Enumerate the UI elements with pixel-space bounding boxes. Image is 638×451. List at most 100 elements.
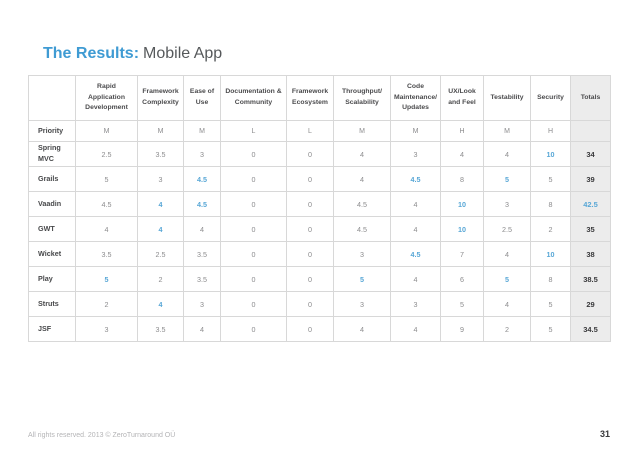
total-cell: 38	[570, 241, 611, 267]
score-cell: 0	[286, 266, 334, 292]
score-cell: 2	[530, 216, 571, 242]
score-cell: 0	[286, 191, 334, 217]
score-cell: 0	[220, 316, 287, 342]
column-header-ease-of-use: Ease of Use	[183, 75, 221, 121]
column-header-security: Security	[530, 75, 571, 121]
score-cell: 4.5	[183, 166, 221, 192]
column-header-documentation-community: Documentation & Community	[220, 75, 287, 121]
page-number: 31	[599, 429, 610, 439]
row-label-spring-mvc: Spring MVC	[28, 141, 76, 167]
row-label-vaadin: Vaadin	[28, 191, 76, 217]
score-cell: 0	[220, 166, 287, 192]
score-cell: 3	[183, 141, 221, 167]
total-cell: 42.5	[570, 191, 611, 217]
score-cell: 10	[530, 241, 571, 267]
score-cell: 0	[286, 166, 334, 192]
score-cell: 5	[530, 316, 571, 342]
score-cell: 0	[286, 291, 334, 317]
score-cell: 3.5	[75, 241, 138, 267]
score-cell: 8	[530, 266, 571, 292]
total-cell: 34.5	[570, 316, 611, 342]
header-row: Rapid Application Development Framework C…	[28, 75, 611, 121]
priority-cell: M	[333, 120, 391, 142]
score-cell: 10	[440, 216, 484, 242]
score-cell: 4	[75, 216, 138, 242]
score-cell: 3	[137, 166, 184, 192]
column-header-totals: Totals	[570, 75, 611, 121]
score-cell: 2	[75, 291, 138, 317]
score-cell: 4	[390, 266, 441, 292]
framework-row-play: Play 5 2 3.5 0 0 5 4 6 5 8 38.5	[28, 266, 611, 292]
score-cell: 7	[440, 241, 484, 267]
priority-cell: M	[137, 120, 184, 142]
total-cell: 29	[570, 291, 611, 317]
priority-cell: H	[530, 120, 571, 142]
score-cell: 9	[440, 316, 484, 342]
priority-cell: L	[220, 120, 287, 142]
score-cell: 4	[390, 316, 441, 342]
score-cell: 5	[530, 166, 571, 192]
total-cell: 35	[570, 216, 611, 242]
priority-cell: M	[390, 120, 441, 142]
row-label-gwt: GWT	[28, 216, 76, 242]
row-label-struts: Struts	[28, 291, 76, 317]
score-cell: 0	[220, 266, 287, 292]
score-cell: 2.5	[75, 141, 138, 167]
framework-row-vaadin: Vaadin 4.5 4 4.5 0 0 4.5 4 10 3 8 42.5	[28, 191, 611, 217]
slide-footer: All rights reserved. 2013 © ZeroTurnarou…	[28, 429, 610, 439]
score-cell: 0	[286, 241, 334, 267]
score-cell: 3	[333, 291, 391, 317]
row-label-jsf: JSF	[28, 316, 76, 342]
score-cell: 3.5	[183, 266, 221, 292]
priority-cell: H	[440, 120, 484, 142]
score-cell: 4.5	[75, 191, 138, 217]
score-cell: 4.5	[333, 216, 391, 242]
score-cell: 3	[390, 141, 441, 167]
priority-row: Priority M M M L L M M H M H	[28, 120, 611, 142]
total-cell: 39	[570, 166, 611, 192]
score-cell: 4	[333, 166, 391, 192]
copyright-text: All rights reserved. 2013 © ZeroTurnarou…	[28, 432, 176, 439]
score-cell: 5	[483, 266, 531, 292]
column-header-ux-look-and-feel: UX/Look and Feel	[440, 75, 484, 121]
score-cell: 4	[483, 241, 531, 267]
score-cell: 3	[333, 241, 391, 267]
framework-row-grails: Grails 5 3 4.5 0 0 4 4.5 8 5 5 39	[28, 166, 611, 192]
score-cell: 4	[440, 141, 484, 167]
framework-row-jsf: JSF 3 3.5 4 0 0 4 4 9 2 5 34.5	[28, 316, 611, 342]
results-table: Rapid Application Development Framework C…	[28, 75, 611, 342]
column-header-framework-complexity: Framework Complexity	[137, 75, 184, 121]
score-cell: 10	[530, 141, 571, 167]
score-cell: 8	[530, 191, 571, 217]
score-cell: 4	[483, 141, 531, 167]
score-cell: 0	[286, 316, 334, 342]
title-accent: The Results:	[43, 45, 140, 62]
score-cell: 3.5	[137, 141, 184, 167]
score-cell: 0	[220, 191, 287, 217]
score-cell: 3.5	[183, 241, 221, 267]
score-cell: 4	[137, 191, 184, 217]
score-cell: 4.5	[183, 191, 221, 217]
score-cell: 2.5	[137, 241, 184, 267]
corner-header-cell	[28, 75, 76, 121]
priority-totals-cell	[570, 120, 611, 142]
score-cell: 4	[137, 291, 184, 317]
title-subject: Mobile App	[143, 45, 223, 62]
column-header-framework-ecosystem: Framework Ecosystem	[286, 75, 334, 121]
score-cell: 4.5	[390, 166, 441, 192]
score-cell: 4	[390, 191, 441, 217]
priority-cell: L	[286, 120, 334, 142]
framework-row-spring-mvc: Spring MVC 2.5 3.5 3 0 0 4 3 4 4 10 34	[28, 141, 611, 167]
score-cell: 5	[440, 291, 484, 317]
column-header-rapid-application-development: Rapid Application Development	[75, 75, 138, 121]
score-cell: 4.5	[333, 191, 391, 217]
score-cell: 6	[440, 266, 484, 292]
score-cell: 4	[183, 216, 221, 242]
row-label-grails: Grails	[28, 166, 76, 192]
score-cell: 4	[137, 216, 184, 242]
score-cell: 2	[483, 316, 531, 342]
score-cell: 3	[390, 291, 441, 317]
score-cell: 5	[75, 266, 138, 292]
total-cell: 34	[570, 141, 611, 167]
